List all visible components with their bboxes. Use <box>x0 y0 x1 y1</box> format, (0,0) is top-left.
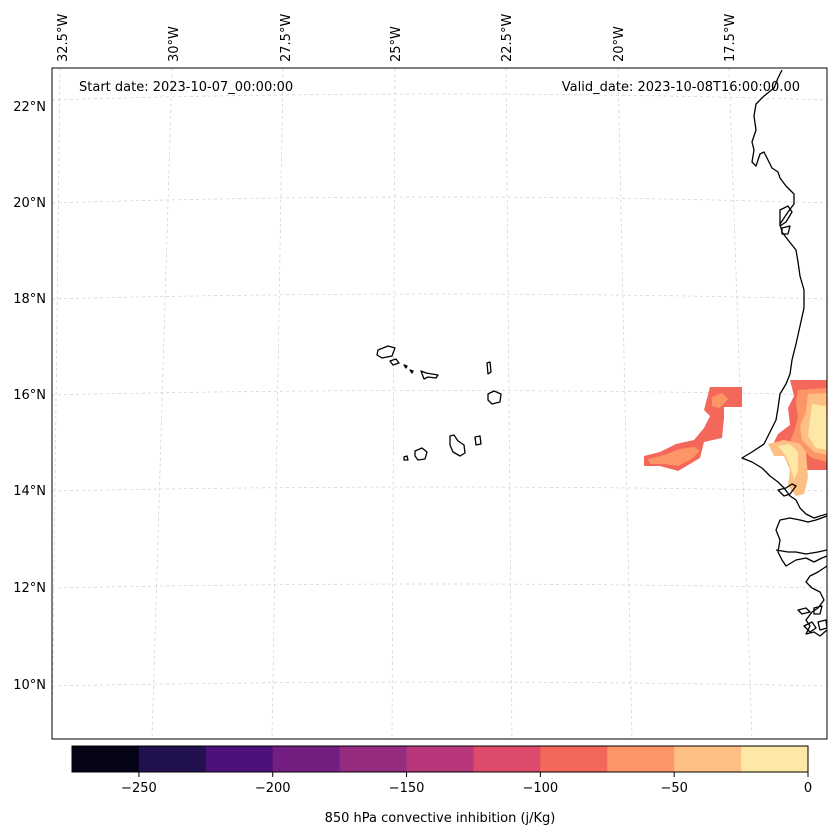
valid-date-label: Valid_date: 2023-10-08T16:00:00.00 <box>562 80 800 95</box>
lat-label: 10°N <box>13 678 46 693</box>
colorbar-bin <box>72 746 140 772</box>
colorbar-bin <box>540 746 608 772</box>
colorbar-tick-label: −100 <box>523 781 559 796</box>
island-boa-vista <box>487 390 502 405</box>
colorbar-tick-label: −200 <box>255 781 291 796</box>
colorbar-bin <box>674 746 742 772</box>
colorbar-bin <box>339 746 408 772</box>
colorbar-tick-label: 0 <box>804 781 812 796</box>
lon-label: 17.5°W <box>723 14 738 62</box>
island-maio <box>474 435 482 446</box>
lon-label: 27.5°W <box>279 14 294 62</box>
island-sal <box>486 361 492 375</box>
colorbar-tick-label: −50 <box>660 781 687 796</box>
latitude-gridlines <box>52 93 827 687</box>
colorbar-bin <box>205 746 274 772</box>
longitude-labels: 32.5°W 30°W 27.5°W 25°W 22.5°W 20°W 17.5… <box>56 14 738 62</box>
lat-label: 20°N <box>13 196 46 211</box>
island-santo-antao <box>376 345 396 359</box>
colorbar-bins <box>72 746 809 772</box>
cabo-verde-islands <box>376 345 502 461</box>
start-date-label: Start date: 2023-10-07_00:00:00 <box>79 80 293 95</box>
latitude-labels: 22°N 20°N 18°N 16°N 14°N 12°N 10°N <box>13 100 46 693</box>
cin-contours <box>644 380 827 496</box>
island-santiago <box>449 434 466 457</box>
colorbar-bin <box>473 746 541 772</box>
colorbar-bin <box>406 746 474 772</box>
island-brava <box>403 455 409 461</box>
colorbar-label: 850 hPa convective inhibition (j/Kg) <box>325 811 556 826</box>
colorbar-bin <box>272 746 341 772</box>
island-fogo <box>414 447 428 461</box>
lat-label: 12°N <box>13 581 46 596</box>
colorbar-frame <box>71 745 809 773</box>
lon-label: 25°W <box>389 26 404 62</box>
colorbar-bin <box>741 746 809 772</box>
longitude-gridlines <box>52 68 753 739</box>
island-sao-vicente <box>389 358 400 366</box>
lat-label: 14°N <box>13 484 46 499</box>
colorbar-tick-label: −150 <box>389 781 425 796</box>
lon-label: 20°W <box>612 26 627 62</box>
african-coastline <box>741 69 827 637</box>
lat-label: 16°N <box>13 388 46 403</box>
colorbar-tick-label: −250 <box>121 781 157 796</box>
lat-label: 18°N <box>13 292 46 307</box>
island-sao-nicolau <box>420 370 439 380</box>
lon-label: 32.5°W <box>56 14 71 62</box>
colorbar-ticks: −250 −200 −150 −100 −50 0 <box>121 772 812 796</box>
lon-label: 30°W <box>167 26 182 62</box>
colorbar: −250 −200 −150 −100 −50 0 850 hPa convective … <box>71 745 812 826</box>
map-panel <box>52 68 827 739</box>
colorbar-bin <box>138 746 207 772</box>
lon-label: 22.5°W <box>500 14 515 62</box>
map-frame <box>51 67 828 740</box>
colorbar-bin <box>607 746 675 772</box>
lat-label: 22°N <box>13 100 46 115</box>
